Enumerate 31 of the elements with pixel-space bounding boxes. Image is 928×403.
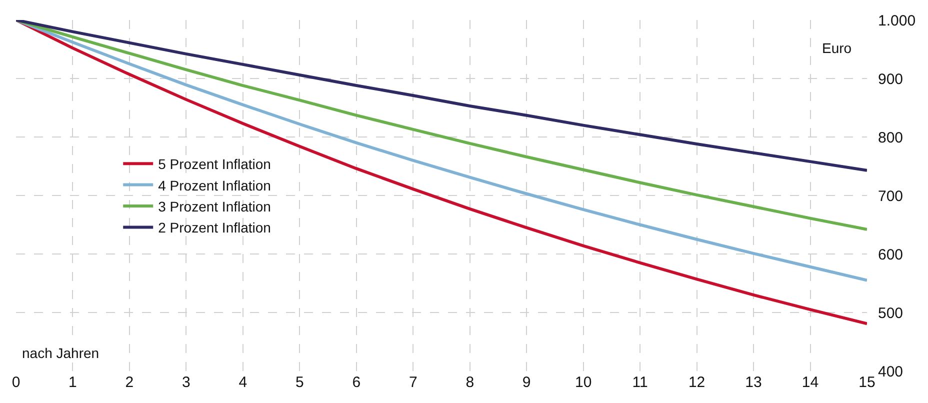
y-tick-label: 600 [878, 246, 904, 264]
x-tick-label: 12 [688, 374, 706, 391]
x-tick-label: 0 [12, 374, 20, 391]
annotation: nach Jahren [22, 345, 100, 361]
x-tick-label: 3 [182, 374, 190, 391]
y-tick-label: 500 [878, 304, 904, 322]
legend-label: 3 Prozent Inflation [158, 198, 271, 214]
y-tick-label: 900 [878, 70, 904, 88]
x-tick-label: 4 [238, 374, 248, 391]
x-tick-label: 6 [352, 374, 361, 391]
line-series [16, 20, 867, 231]
x-tick-label: 11 [632, 374, 648, 391]
x-tick-label: 14 [802, 374, 819, 391]
y-tick-label: 800 [878, 129, 904, 146]
x-tick-label: 7 [408, 374, 418, 391]
x-tick-label: 1 [68, 374, 77, 391]
legend-label: 2 Prozent Inflation [158, 220, 271, 236]
x-tick-label: 13 [745, 374, 762, 391]
legend-label: 5 Prozent Inflation [158, 156, 271, 172]
x-tick-label: 15 [858, 374, 876, 391]
x-tick-label: 2 [125, 374, 134, 391]
legend-label: 4 Prozent Inflation [158, 177, 271, 194]
x-tick-label: 10 [574, 374, 592, 391]
x-tick-label: 9 [522, 374, 531, 391]
line-series [16, 20, 867, 172]
y-tick-label: 1.000 [878, 12, 916, 30]
x-tick-label: 8 [466, 374, 474, 391]
x-tick-label: 5 [296, 374, 304, 391]
annotation: Euro [822, 40, 852, 56]
y-tick-label: 400 [878, 363, 904, 380]
y-tick-label: 700 [878, 188, 904, 205]
